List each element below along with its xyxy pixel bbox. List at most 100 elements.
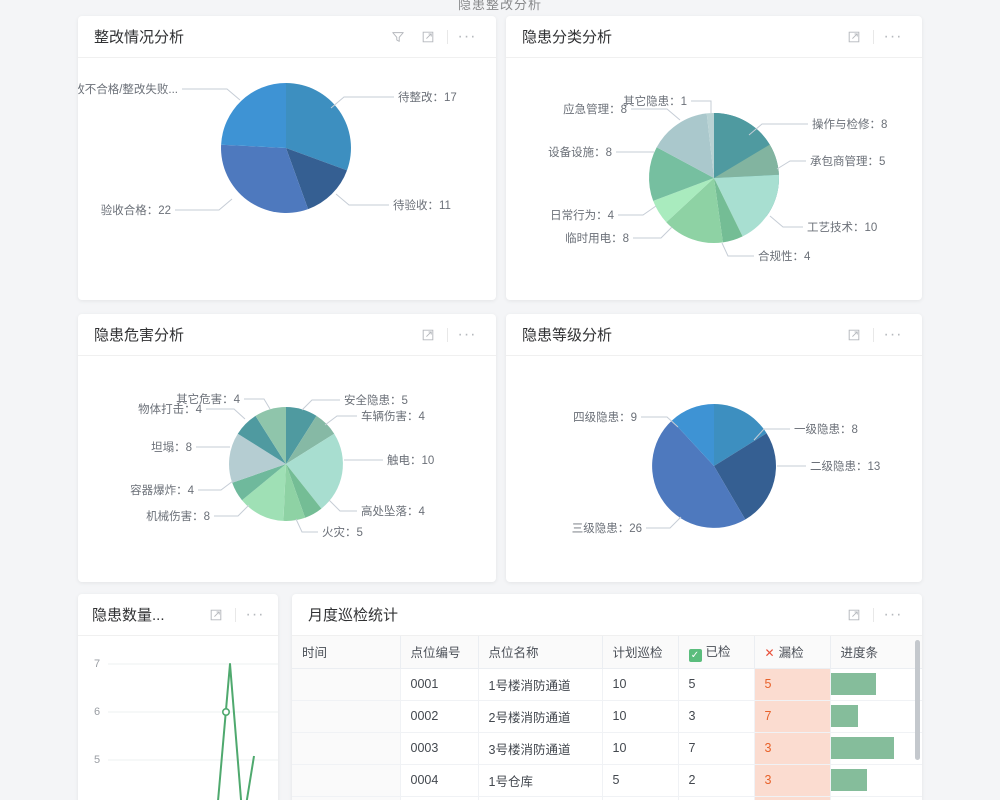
cell-name: 1号楼消防通道 bbox=[478, 668, 603, 701]
pie-label: 高处坠落：4 bbox=[361, 506, 425, 518]
card-title: 月度巡检统计 bbox=[308, 607, 399, 624]
cell-missed bbox=[754, 796, 831, 800]
table-row[interactable] bbox=[292, 796, 922, 800]
expand-icon[interactable] bbox=[201, 600, 231, 630]
col-point-name[interactable]: 点位名称 bbox=[478, 636, 603, 669]
card-actions: ··· bbox=[383, 22, 482, 52]
more-icon[interactable]: ··· bbox=[883, 605, 903, 623]
card-title: 整改情况分析 bbox=[94, 29, 185, 46]
card-actions: ··· bbox=[839, 600, 908, 630]
chart-level: 一级隐患：8 二级隐患：13 三级隐患：26 四级隐患：9 bbox=[506, 356, 922, 582]
inspection-table-wrap[interactable]: 时间 点位编号 点位名称 计划巡检 ✓ 已检 ✕ 漏检 进度条 0001 1号楼消防… bbox=[292, 636, 922, 800]
pie-label: 其它危害：4 bbox=[176, 394, 240, 406]
card-title: 隐患等级分析 bbox=[522, 327, 613, 344]
cell-progress bbox=[830, 732, 922, 765]
pie-label: 车辆伤害：4 bbox=[361, 411, 425, 423]
chart-harm: 安全隐患：5 车辆伤害：4 触电：10 高处坠落：4 火灾：5 机械伤害：8 容… bbox=[78, 356, 496, 582]
line-hazard-count bbox=[108, 663, 278, 800]
pie-label: 机械伤害：8 bbox=[146, 511, 210, 523]
cell-progress bbox=[830, 764, 922, 797]
table-row[interactable]: 0001 1号楼消防通道 10 5 5 bbox=[292, 668, 922, 701]
divider bbox=[873, 607, 874, 622]
col-point-code[interactable]: 点位编号 bbox=[400, 636, 479, 669]
card-hazard-count: 隐患数量... ··· 7 6 5 4 bbox=[78, 594, 278, 800]
pie-label: 应急管理：8 bbox=[563, 104, 627, 116]
progress-bar bbox=[830, 705, 858, 727]
cell-plan bbox=[602, 796, 679, 800]
y-tick: 5 bbox=[94, 754, 101, 766]
divider bbox=[447, 29, 448, 44]
cell-time bbox=[292, 796, 401, 800]
card-actions: ··· bbox=[839, 22, 908, 52]
pie-label: 二级隐患：13 bbox=[810, 461, 881, 473]
col-time[interactable]: 时间 bbox=[292, 636, 401, 669]
card-header: 隐患数量... ··· bbox=[78, 594, 278, 636]
pie-rectify bbox=[175, 83, 394, 213]
cell-plan: 10 bbox=[602, 700, 679, 733]
card-level-analysis: 隐患等级分析 ··· bbox=[506, 314, 922, 582]
cell-time bbox=[292, 668, 401, 701]
col-missed[interactable]: ✕ 漏检 bbox=[754, 636, 831, 669]
table-body: 0001 1号楼消防通道 10 5 5 0002 2号楼消防通道 10 3 7 bbox=[292, 668, 922, 800]
expand-icon[interactable] bbox=[839, 22, 869, 52]
more-icon[interactable]: ··· bbox=[457, 27, 477, 45]
pie-label: 验收合格：22 bbox=[100, 205, 171, 217]
card-header: 隐患等级分析 ··· bbox=[506, 314, 922, 356]
card-title: 隐患分类分析 bbox=[522, 29, 613, 46]
card-header: 整改情况分析 ··· bbox=[78, 16, 496, 58]
pie-label: 容器爆炸：4 bbox=[130, 485, 194, 497]
cell-code: 0002 bbox=[400, 700, 479, 733]
more-icon[interactable]: ··· bbox=[245, 605, 265, 623]
table-row[interactable]: 0003 3号楼消防通道 10 7 3 bbox=[292, 732, 922, 765]
more-icon[interactable]: ··· bbox=[457, 325, 477, 343]
expand-icon[interactable] bbox=[413, 320, 443, 350]
pie-label: 工艺技术：10 bbox=[807, 222, 878, 234]
pie-label: 安全隐患：5 bbox=[344, 395, 408, 407]
expand-icon[interactable] bbox=[839, 600, 869, 630]
expand-icon[interactable] bbox=[413, 22, 443, 52]
pie-label: 火灾：5 bbox=[322, 527, 363, 539]
cell-time bbox=[292, 732, 401, 765]
divider bbox=[873, 29, 874, 44]
card-category-analysis: 隐患分类分析 ··· bbox=[506, 16, 922, 300]
pie-category bbox=[616, 100, 808, 257]
pie-level bbox=[641, 404, 806, 529]
pie-label: 触电：10 bbox=[387, 455, 435, 467]
cell-done: 7 bbox=[678, 732, 755, 765]
pie-label: 物体打击：4 bbox=[138, 404, 202, 416]
card-actions: ··· bbox=[201, 600, 270, 630]
inspection-table: 时间 点位编号 点位名称 计划巡检 ✓ 已检 ✕ 漏检 进度条 0001 1号楼消防… bbox=[292, 636, 922, 800]
cell-code: 0003 bbox=[400, 732, 479, 765]
cell-plan: 5 bbox=[602, 764, 679, 797]
cell-time bbox=[292, 700, 401, 733]
pie-harm bbox=[196, 398, 383, 533]
clipped-section-title: 隐患整改分析 bbox=[457, 0, 542, 12]
table-row[interactable]: 0004 1号仓库 5 2 3 bbox=[292, 764, 922, 797]
card-header: 隐患分类分析 ··· bbox=[506, 16, 922, 58]
cell-done: 3 bbox=[678, 700, 755, 733]
table-scrollbar[interactable] bbox=[915, 640, 920, 760]
progress-bar bbox=[830, 737, 895, 759]
col-plan[interactable]: 计划巡检 bbox=[602, 636, 679, 669]
col-done[interactable]: ✓ 已检 bbox=[678, 636, 755, 669]
pie-label: 待整改：17 bbox=[398, 92, 457, 104]
more-icon[interactable]: ··· bbox=[883, 27, 903, 45]
table-row[interactable]: 0002 2号楼消防通道 10 3 7 bbox=[292, 700, 922, 733]
cell-time bbox=[292, 764, 401, 797]
col-missed-label: 漏检 bbox=[778, 646, 804, 661]
cell-name: 3号楼消防通道 bbox=[478, 732, 603, 765]
cell-progress bbox=[830, 668, 922, 701]
cell-name bbox=[478, 796, 603, 800]
pie-label: 待验收：11 bbox=[393, 200, 451, 212]
more-icon[interactable]: ··· bbox=[883, 325, 903, 343]
pie-label: 合规性：4 bbox=[758, 251, 811, 263]
expand-icon[interactable] bbox=[839, 320, 869, 350]
card-header: 隐患危害分析 ··· bbox=[78, 314, 496, 356]
col-progress[interactable]: 进度条 bbox=[830, 636, 922, 669]
chart-category: 操作与检修：8 承包商管理：5 工艺技术：10 合规性：4 临时用电：8 日常行… bbox=[506, 58, 922, 300]
filter-icon[interactable] bbox=[383, 22, 413, 52]
cell-done bbox=[678, 796, 755, 800]
pie-label: 验收不合格/整改失败... bbox=[78, 84, 178, 96]
cell-missed: 5 bbox=[754, 668, 831, 701]
